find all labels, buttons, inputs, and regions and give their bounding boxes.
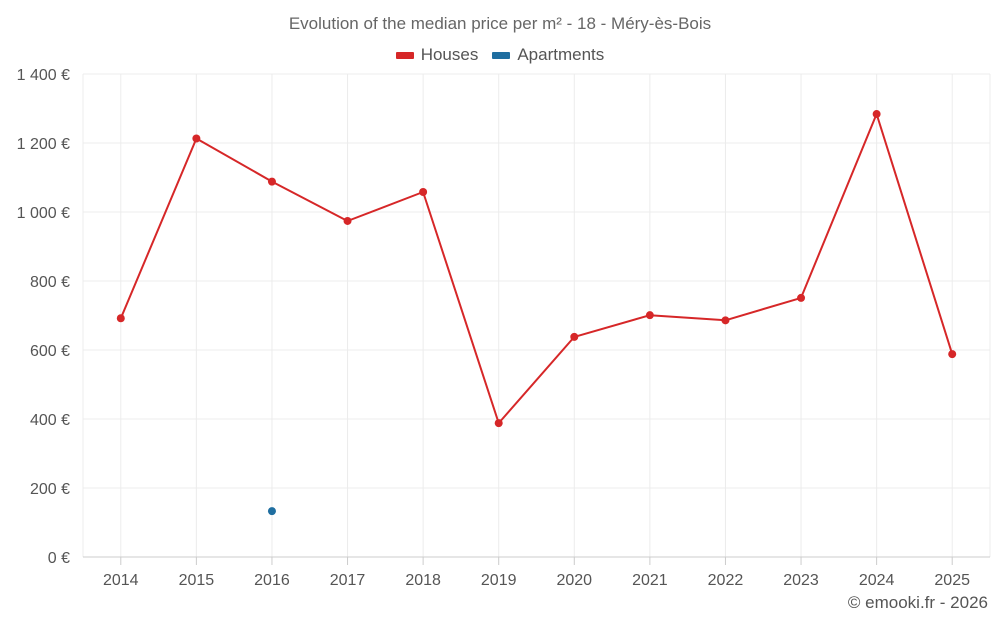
legend-label-apartments: Apartments [517,45,605,64]
x-tick-label: 2015 [179,572,215,589]
data-point-houses [721,316,730,325]
x-tick-label: 2018 [405,572,441,589]
x-tick-label: 2016 [254,572,290,589]
data-point-houses [343,216,352,225]
x-tick-label: 2021 [632,572,668,589]
x-tick-label: 2025 [934,572,970,589]
data-point-houses [948,350,957,359]
data-point-houses [419,187,428,196]
data-point-apartments [267,507,276,516]
legend-swatch-apartments [492,51,511,59]
data-point-houses [872,110,881,119]
x-tick-label: 2017 [330,572,366,589]
y-tick-label: 800 € [30,274,70,291]
y-tick-label: 600 € [30,343,70,360]
y-tick-label: 1 400 € [17,67,70,84]
y-tick-label: 400 € [30,412,70,429]
data-point-houses [645,311,654,320]
data-point-houses [116,314,125,323]
data-point-houses [267,177,276,186]
legend-label-houses: Houses [420,45,479,64]
x-tick-label: 2019 [481,572,517,589]
x-tick-label: 2023 [783,572,819,589]
legend-swatch-houses [395,51,414,59]
y-tick-label: 1 200 € [17,136,70,153]
data-point-houses [494,419,503,428]
series-line-houses [119,113,954,425]
chart-legend: Houses Apartments [0,45,1000,65]
data-point-houses [570,332,579,341]
legend-item-houses[interactable]: Houses [395,45,479,65]
y-tick-label: 1 000 € [17,205,70,222]
x-tick-label: 2024 [859,572,895,589]
y-tick-label: 200 € [30,481,70,498]
y-tick-label: 0 € [48,550,70,567]
legend-item-apartments[interactable]: Apartments [492,45,604,65]
data-point-houses [192,134,201,143]
data-point-houses [797,293,806,302]
chart-title: Evolution of the median price per m² - 1… [288,14,712,33]
x-tick-label: 2020 [556,572,592,589]
x-tick-label: 2014 [103,572,139,589]
copyright-credit: © emooki.fr - 2026 [847,593,988,612]
x-tick-label: 2022 [708,572,744,589]
